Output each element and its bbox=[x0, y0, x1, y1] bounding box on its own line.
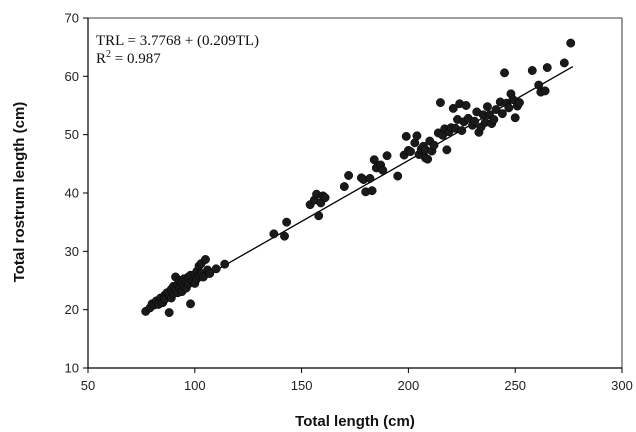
data-point bbox=[164, 308, 174, 318]
data-point bbox=[201, 255, 210, 264]
y-tick-label: 70 bbox=[65, 11, 79, 26]
data-point bbox=[442, 145, 452, 155]
r-squared-prefix: R bbox=[96, 51, 106, 67]
regression-equation: TRL = 3.7768 + (0.209TL) bbox=[96, 33, 259, 49]
data-point bbox=[527, 66, 537, 75]
y-tick-label: 50 bbox=[65, 127, 79, 142]
data-point bbox=[314, 211, 324, 221]
y-axis-title: Total rostrum length (cm) bbox=[11, 102, 28, 283]
data-point bbox=[500, 68, 509, 78]
r-squared-label: R2 = 0.987 bbox=[96, 49, 161, 67]
x-tick-label: 150 bbox=[291, 378, 313, 393]
data-point bbox=[378, 165, 388, 175]
x-tick-label: 100 bbox=[184, 378, 206, 393]
data-point bbox=[412, 131, 422, 141]
data-point bbox=[540, 86, 550, 96]
data-point bbox=[220, 259, 230, 269]
data-point bbox=[497, 109, 507, 119]
data-point bbox=[429, 140, 439, 150]
data-point bbox=[282, 217, 292, 227]
data-point bbox=[489, 115, 499, 124]
data-point bbox=[491, 105, 501, 115]
y-tick-label: 60 bbox=[65, 69, 79, 84]
data-point bbox=[482, 102, 492, 112]
data-point bbox=[269, 229, 279, 239]
data-point bbox=[382, 151, 392, 161]
x-tick-label: 250 bbox=[504, 378, 526, 393]
x-tick-label: 200 bbox=[398, 378, 420, 393]
data-point bbox=[367, 186, 377, 196]
data-point bbox=[393, 171, 403, 181]
y-tick-label: 20 bbox=[65, 302, 79, 317]
data-point bbox=[211, 264, 221, 274]
data-point bbox=[504, 103, 514, 113]
data-point bbox=[423, 154, 433, 164]
data-point bbox=[461, 101, 471, 110]
r-squared-superscript: 2 bbox=[106, 49, 111, 60]
axis-ticks: 50 100 150 200 250 300 10 20 30 40 50 60 70 bbox=[65, 11, 633, 394]
data-point bbox=[559, 58, 569, 68]
data-point bbox=[365, 173, 375, 183]
y-tick-label: 30 bbox=[65, 244, 79, 259]
y-tick-label: 10 bbox=[65, 361, 79, 376]
data-point bbox=[406, 147, 415, 157]
data-point bbox=[515, 98, 524, 108]
data-point bbox=[205, 269, 215, 278]
y-tick-label: 40 bbox=[65, 186, 79, 201]
x-tick-label: 300 bbox=[611, 378, 633, 393]
data-point bbox=[186, 299, 195, 309]
data-point bbox=[401, 131, 411, 141]
data-point bbox=[280, 231, 289, 241]
r-squared-value: = 0.987 bbox=[111, 51, 161, 67]
data-point bbox=[566, 38, 576, 48]
data-point bbox=[470, 116, 480, 126]
data-point bbox=[344, 171, 354, 180]
data-point bbox=[369, 155, 379, 165]
data-point bbox=[542, 63, 552, 73]
data-point bbox=[339, 182, 349, 192]
data-point bbox=[320, 193, 330, 203]
x-tick-label: 50 bbox=[81, 378, 95, 393]
data-point bbox=[457, 126, 467, 136]
data-point bbox=[510, 113, 520, 123]
data-point bbox=[448, 103, 458, 113]
data-points bbox=[141, 38, 576, 318]
data-point bbox=[435, 98, 445, 108]
x-axis-title: Total length (cm) bbox=[295, 413, 415, 430]
